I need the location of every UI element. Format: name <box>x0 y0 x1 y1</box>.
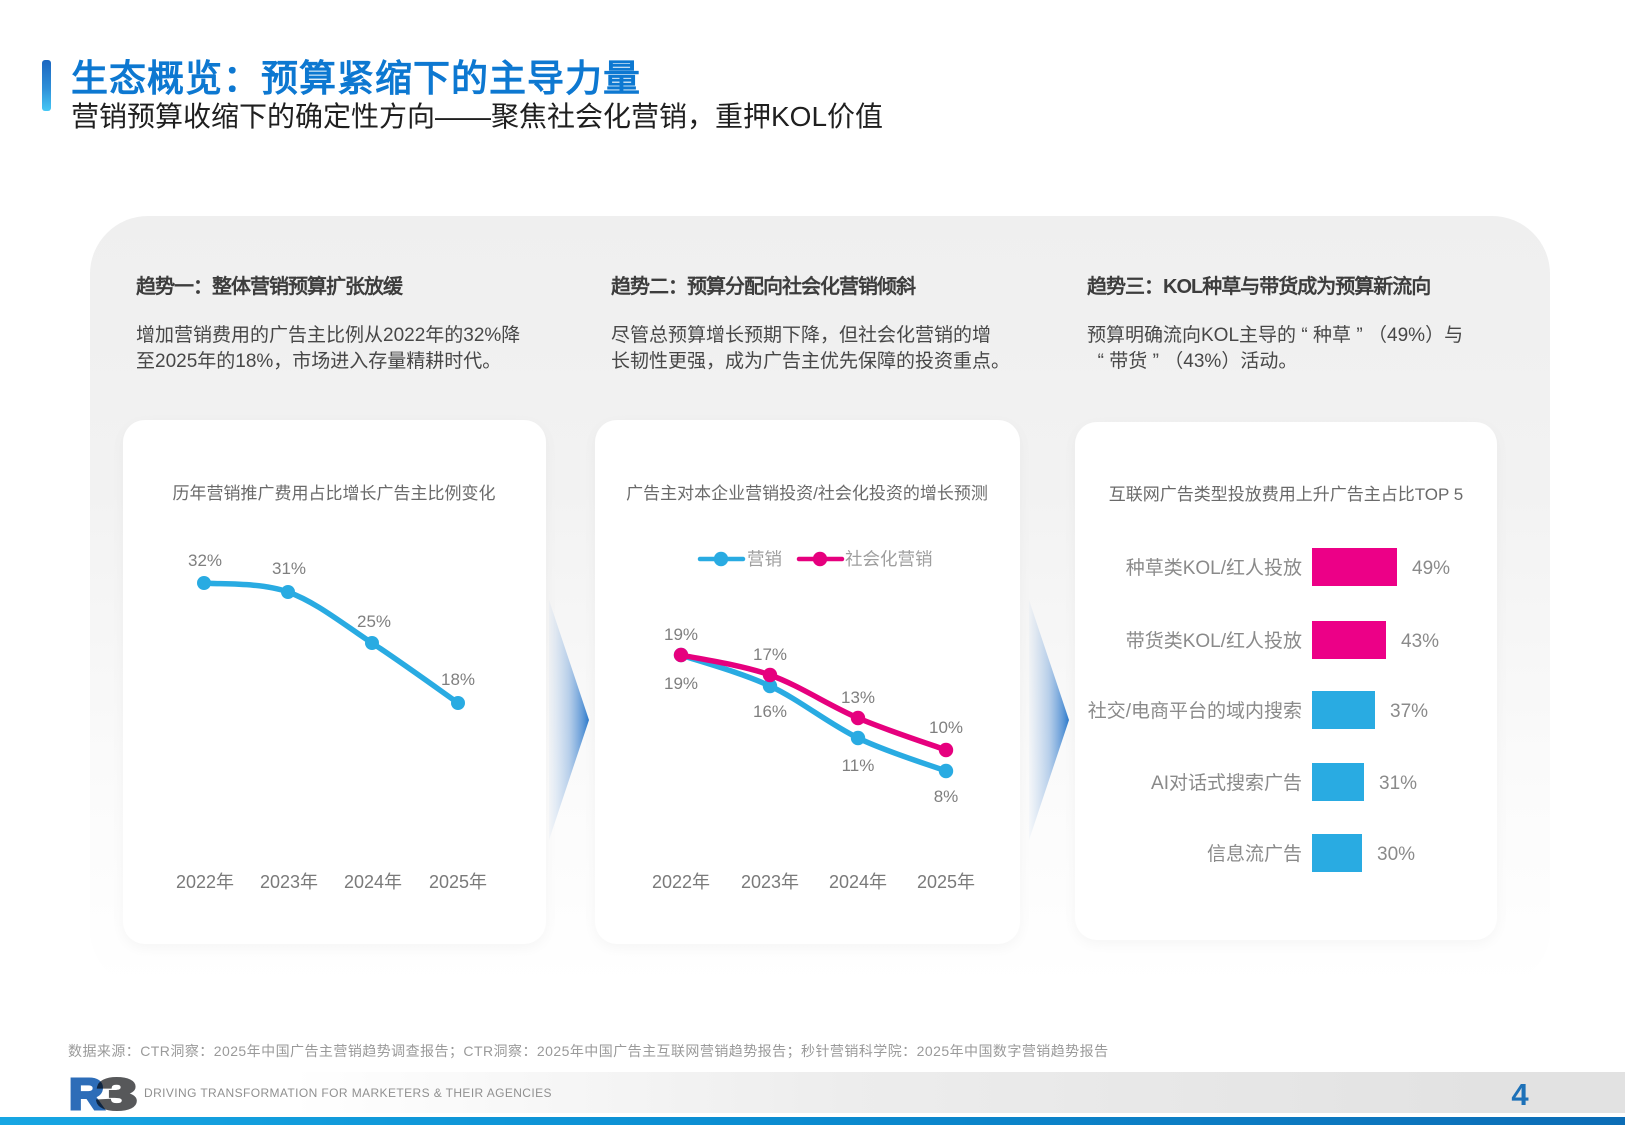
svg-text:30%: 30% <box>1377 844 1415 865</box>
svg-text:信息流广告: 信息流广告 <box>1207 843 1302 865</box>
svg-text:2023年: 2023年 <box>741 872 799 892</box>
svg-text:3: 3 <box>97 1071 137 1117</box>
svg-text:8%: 8% <box>934 787 959 806</box>
svg-text:R: R <box>69 1071 104 1117</box>
svg-text:种草类KOL/红人投放: 种草类KOL/红人投放 <box>1126 557 1302 579</box>
svg-text:社会化营销: 社会化营销 <box>845 549 933 569</box>
svg-text:社交/电商平台的域内搜索: 社交/电商平台的域内搜索 <box>1088 700 1302 722</box>
svg-text:16%: 16% <box>753 702 787 721</box>
svg-text:25%: 25% <box>357 612 391 631</box>
svg-text:11%: 11% <box>842 756 875 775</box>
svg-text:历年营销推广费用占比增长广告主比例变化: 历年营销推广费用占比增长广告主比例变化 <box>173 484 496 503</box>
svg-text:31%: 31% <box>1379 773 1417 794</box>
svg-text:43%: 43% <box>1401 631 1439 652</box>
svg-text:10%: 10% <box>929 718 963 737</box>
svg-text:2025年: 2025年 <box>429 872 487 892</box>
svg-text:AI对话式搜索广告: AI对话式搜索广告 <box>1151 772 1302 794</box>
svg-text:37%: 37% <box>1390 701 1428 722</box>
svg-text:31%: 31% <box>272 559 306 578</box>
svg-text:49%: 49% <box>1412 558 1450 579</box>
svg-text:17%: 17% <box>753 645 787 664</box>
svg-text:2022年: 2022年 <box>176 872 234 892</box>
svg-text:2025年: 2025年 <box>917 872 975 892</box>
svg-text:互联网广告类型投放费用上升广告主占比TOP 5: 互联网广告类型投放费用上升广告主占比TOP 5 <box>1109 485 1464 504</box>
svg-text:19%: 19% <box>664 625 698 644</box>
svg-text:广告主对本企业营销投资/社会化投资的增长预测: 广告主对本企业营销投资/社会化投资的增长预测 <box>626 484 988 503</box>
svg-text:18%: 18% <box>441 670 475 689</box>
svg-text:营销: 营销 <box>747 549 782 569</box>
svg-text:2024年: 2024年 <box>344 872 402 892</box>
svg-text:2024年: 2024年 <box>829 872 887 892</box>
svg-text:带货类KOL/红人投放: 带货类KOL/红人投放 <box>1126 630 1302 652</box>
svg-text:2023年: 2023年 <box>260 872 318 892</box>
svg-text:13%: 13% <box>841 688 875 707</box>
svg-text:32%: 32% <box>188 551 222 570</box>
svg-text:19%: 19% <box>664 674 698 693</box>
svg-text:2022年: 2022年 <box>652 872 710 892</box>
